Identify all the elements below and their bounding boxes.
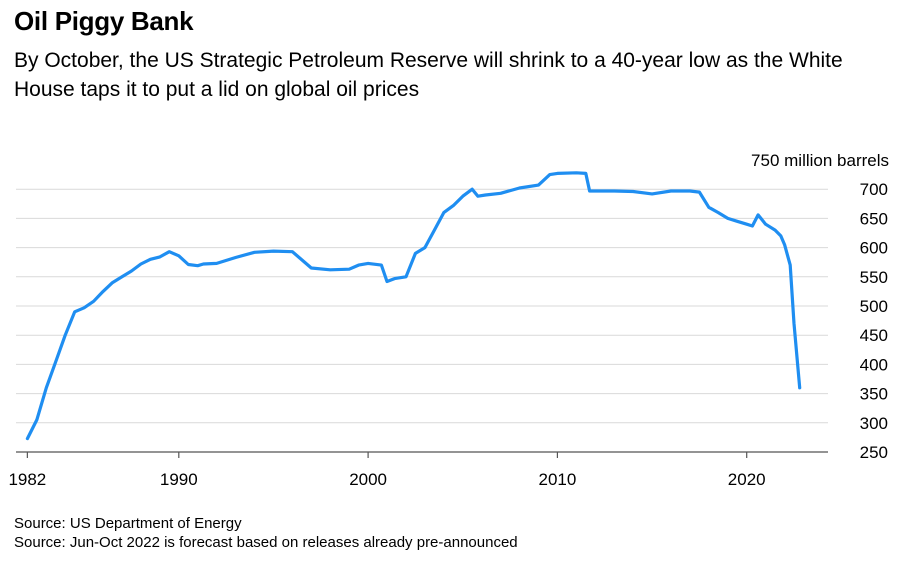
data-point (476, 195, 479, 198)
y-tick-label: 450 (860, 326, 888, 345)
data-point (202, 263, 205, 266)
data-point (215, 262, 218, 265)
data-point (272, 250, 275, 253)
data-point (196, 264, 199, 267)
data-point (537, 184, 540, 187)
data-point (461, 195, 464, 198)
y-tick-label: 600 (860, 239, 888, 258)
data-point (102, 290, 105, 293)
data-point (187, 263, 190, 266)
data-point (613, 190, 616, 193)
y-tick-label: 350 (860, 385, 888, 404)
y-tick-label: 650 (860, 209, 888, 228)
data-point (414, 252, 417, 255)
data-point (556, 172, 559, 175)
data-point (774, 229, 777, 232)
data-point (575, 171, 578, 174)
series-line-spr-inventory (25, 171, 802, 441)
data-point (584, 172, 587, 175)
source-note: Source: US Department of Energy (14, 515, 242, 532)
data-point (736, 220, 739, 223)
data-point (757, 213, 760, 216)
y-tick-label: 250 (860, 443, 888, 462)
chart-subtitle: By October, the US Strategic Petroleum R… (14, 49, 843, 101)
data-point (745, 223, 748, 226)
source-note: Source: Jun-Oct 2022 is forecast based o… (14, 534, 518, 551)
y-tick-label: 550 (860, 268, 888, 287)
data-point (393, 277, 396, 280)
data-point (329, 268, 332, 271)
y-tick-label: 700 (860, 180, 888, 199)
data-point (433, 229, 436, 232)
data-point (717, 211, 720, 214)
data-point (789, 264, 792, 267)
data-point (26, 437, 29, 440)
data-point (73, 310, 76, 313)
data-point (92, 300, 95, 303)
y-tick-label: 400 (860, 355, 888, 374)
data-point (310, 267, 313, 270)
data-point (54, 360, 57, 363)
x-tick-label: 1990 (160, 470, 198, 489)
data-point (707, 206, 710, 209)
data-point (158, 255, 161, 258)
data-point (471, 188, 474, 191)
data-point (367, 262, 370, 265)
data-point (651, 192, 654, 195)
y-tick-label: 500 (860, 297, 888, 316)
data-point (35, 418, 38, 421)
data-point (386, 280, 389, 283)
data-point (726, 217, 729, 220)
data-point (168, 250, 171, 253)
data-point (149, 258, 152, 261)
chart-title: Oil Piggy Bank (14, 6, 194, 36)
data-point (798, 386, 801, 389)
data-point (111, 281, 114, 284)
source-notes: Source: US Department of Energy Source: … (14, 514, 518, 552)
data-point (83, 306, 86, 309)
data-point (484, 194, 487, 197)
data-point (121, 275, 124, 278)
x-axis-ticks: 1982 1990 2000 2010 2020 (8, 452, 766, 489)
gridlines (16, 188, 828, 424)
x-tick-label: 1982 (8, 470, 46, 489)
data-point (499, 192, 502, 195)
x-tick-label: 2010 (538, 470, 576, 489)
data-point (670, 190, 673, 193)
data-point (779, 234, 782, 237)
data-point (594, 190, 597, 193)
data-point (130, 270, 133, 273)
data-point (348, 268, 351, 271)
data-point (253, 251, 256, 254)
data-point (632, 190, 635, 193)
x-tick-label: 2000 (349, 470, 387, 489)
data-point (688, 190, 691, 193)
data-point (423, 246, 426, 249)
data-point (698, 191, 701, 194)
y-tick-label: 300 (860, 414, 888, 433)
y-axis-labels: 250 300 350 400 450 500 550 600 650 700 (860, 180, 888, 462)
data-point (177, 254, 180, 257)
x-tick-label: 2020 (728, 470, 766, 489)
data-point (234, 256, 237, 259)
data-point (588, 190, 591, 193)
data-point (764, 223, 767, 226)
data-point (793, 322, 796, 325)
data-point (139, 263, 142, 266)
data-point (405, 275, 408, 278)
y-axis-unit-label: 750 million barrels (751, 151, 889, 170)
data-point (518, 187, 521, 190)
data-point (442, 211, 445, 214)
data-point (64, 334, 67, 337)
data-point (380, 264, 383, 267)
data-point (291, 250, 294, 253)
data-point (751, 225, 754, 228)
data-point (45, 386, 48, 389)
data-point (783, 243, 786, 246)
data-point (357, 264, 360, 267)
data-point (548, 173, 551, 176)
data-point (452, 204, 455, 207)
